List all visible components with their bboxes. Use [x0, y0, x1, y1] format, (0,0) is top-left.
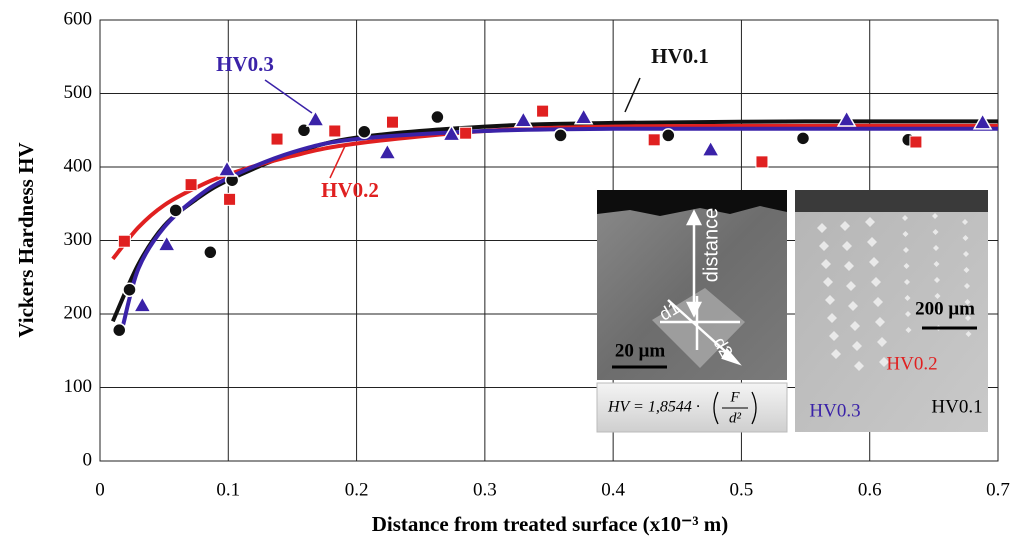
point — [185, 179, 197, 191]
scale-bar-label: 200 μm — [915, 298, 975, 319]
point — [386, 116, 398, 128]
point — [702, 141, 719, 156]
inset-label: HV0.1 — [931, 396, 982, 417]
x-tick-label: 0.7 — [986, 479, 1010, 500]
y-tick-label: 300 — [64, 229, 93, 250]
inset-label: HV0.2 — [886, 353, 937, 374]
formula-denominator: d² — [729, 410, 742, 426]
x-tick-label: 0.3 — [473, 479, 497, 500]
x-tick-label: 0 — [95, 479, 105, 500]
point — [838, 111, 855, 126]
y-tick-label: 100 — [64, 376, 93, 397]
leader-line — [265, 80, 312, 113]
annotation: HV0.1 — [651, 44, 709, 68]
point — [575, 109, 592, 124]
y-tick-label: 0 — [83, 449, 93, 470]
scale-bar-label: 20 μm — [615, 340, 666, 361]
point — [431, 111, 444, 124]
x-tick-label: 0.1 — [216, 479, 240, 500]
point — [797, 132, 810, 145]
inset-micrograph: distance d1 d2 20 μm — [597, 190, 787, 380]
point — [307, 111, 324, 126]
y-tick-label: 400 — [64, 155, 93, 176]
formula-box: HV = 1,8544 · F d² — [597, 383, 787, 432]
annotation: HV0.3 — [216, 52, 274, 76]
formula: HV = 1,8544 · — [607, 399, 700, 416]
annotation: HV0.2 — [321, 178, 379, 202]
y-tick-label: 500 — [64, 82, 93, 103]
point — [756, 156, 768, 168]
x-axis-label: Distance from treated surface (x10⁻³ m) — [372, 512, 729, 536]
point — [113, 324, 126, 337]
point — [515, 112, 532, 127]
inset-label: HV0.3 — [809, 400, 860, 421]
point — [358, 125, 371, 138]
inset-micrograph: 200 μm HV0.2 HV0.3 HV0.1 — [795, 190, 988, 432]
point — [271, 133, 283, 145]
point — [648, 134, 660, 146]
point — [224, 193, 236, 205]
x-tick-label: 0.6 — [858, 479, 882, 500]
y-axis-label: Vickers Hardness HV — [14, 142, 38, 337]
point — [204, 246, 217, 259]
point — [134, 297, 151, 312]
point — [329, 125, 341, 137]
point — [219, 161, 236, 176]
point — [169, 204, 182, 217]
point — [662, 129, 675, 142]
point — [158, 236, 175, 251]
point — [910, 136, 922, 148]
x-tick-label: 0.2 — [345, 479, 369, 500]
point — [118, 235, 130, 247]
y-tick-label: 600 — [64, 8, 93, 29]
leader-line — [330, 146, 345, 178]
leader-line — [625, 78, 640, 112]
inset-label: distance — [700, 208, 722, 283]
point — [460, 127, 472, 139]
point — [537, 105, 549, 117]
x-tick-label: 0.5 — [730, 479, 754, 500]
formula-numerator: F — [729, 389, 740, 405]
y-tick-label: 200 — [64, 302, 93, 323]
point — [123, 283, 136, 296]
x-tick-label: 0.4 — [601, 479, 625, 500]
point — [554, 129, 567, 142]
point — [379, 144, 396, 159]
chart: HV0.1 HV0.3 HV0.2 distance d1 d2 20 μm H… — [0, 0, 1016, 540]
